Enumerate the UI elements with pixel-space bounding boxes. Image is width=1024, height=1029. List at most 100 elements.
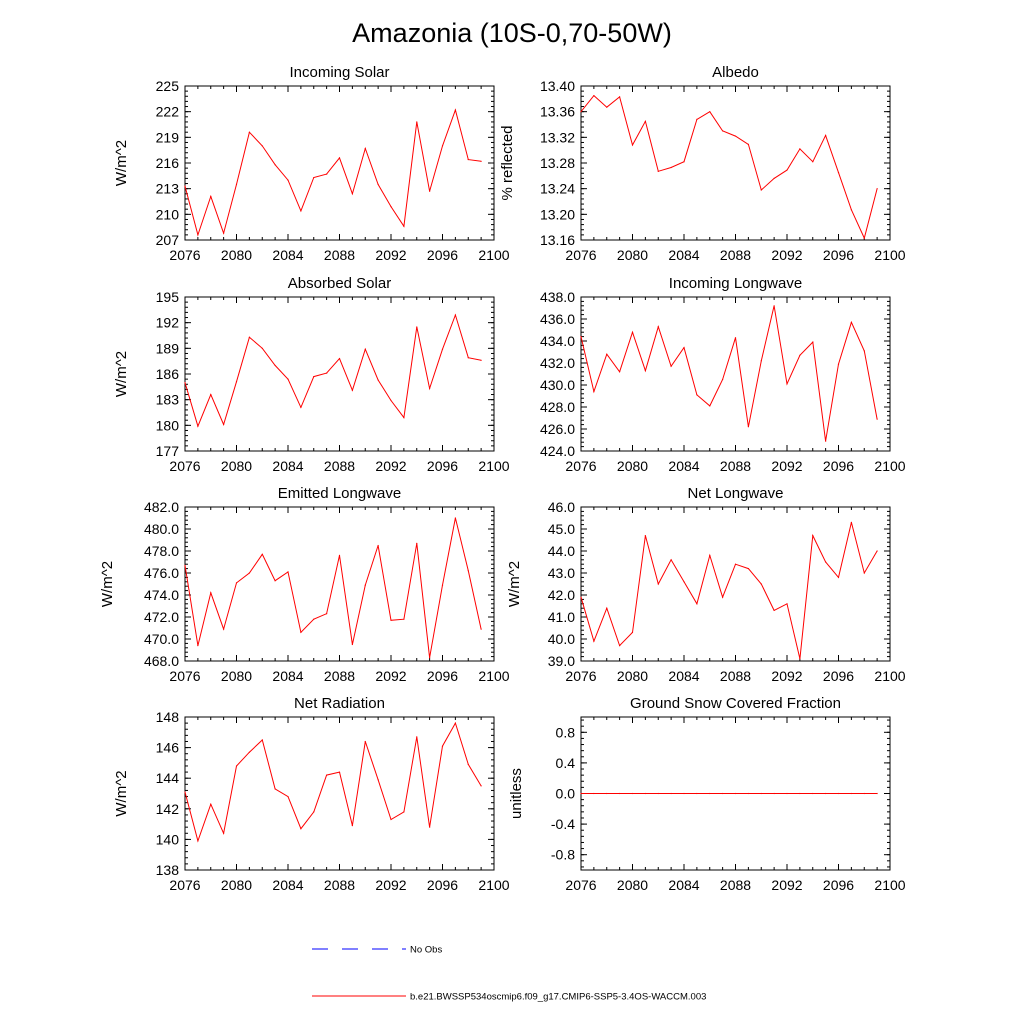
panel-incoming-solar: Incoming Solar 2076 2080 2084 2088 2092 2096 21… bbox=[113, 64, 510, 263]
data-point bbox=[377, 379, 379, 381]
x-tick-label: 2092 bbox=[375, 877, 406, 893]
data-point bbox=[644, 120, 646, 122]
data-point bbox=[416, 736, 418, 738]
data-point bbox=[747, 792, 749, 795]
panel-title: Net Radiation bbox=[294, 695, 385, 712]
data-point bbox=[850, 209, 852, 211]
data-point bbox=[644, 370, 646, 372]
data-point bbox=[454, 109, 456, 111]
series-line bbox=[580, 522, 878, 659]
x-tick-label: 2096 bbox=[427, 877, 458, 893]
series-line bbox=[184, 108, 482, 237]
data-point bbox=[696, 394, 698, 396]
x-tick-label: 2080 bbox=[221, 877, 252, 893]
data-point bbox=[429, 387, 431, 390]
y-tick-label: 13.24 bbox=[540, 181, 575, 197]
x-tick-label: 2092 bbox=[375, 458, 406, 474]
data-point bbox=[683, 347, 685, 349]
y-tick-label: 192 bbox=[156, 315, 180, 331]
data-point bbox=[799, 354, 801, 356]
data-point bbox=[580, 792, 582, 795]
y-tick-label: 180 bbox=[156, 417, 180, 433]
x-tick-label: 2096 bbox=[823, 458, 854, 474]
data-point bbox=[467, 570, 469, 572]
x-tick-label: 2092 bbox=[375, 247, 406, 263]
data-point bbox=[197, 645, 199, 647]
y-axis-label: % reflected bbox=[499, 125, 516, 200]
data-point bbox=[876, 188, 878, 190]
x-tick-label: 2084 bbox=[668, 877, 699, 893]
data-point bbox=[403, 417, 405, 419]
x-tick-label: 2076 bbox=[565, 877, 596, 893]
y-tick-label: 46.0 bbox=[548, 499, 575, 515]
data-point bbox=[863, 792, 865, 795]
x-tick-label: 2100 bbox=[478, 877, 509, 893]
data-point bbox=[210, 195, 212, 197]
data-point bbox=[812, 535, 814, 537]
y-tick-label: 426.0 bbox=[540, 421, 575, 437]
data-point bbox=[773, 792, 775, 795]
y-axis-label: W/m^2 bbox=[113, 351, 130, 397]
panel-title: Ground Snow Covered Fraction bbox=[630, 695, 841, 712]
x-tick-label: 2100 bbox=[874, 458, 905, 474]
y-tick-label: 474.0 bbox=[144, 587, 179, 603]
data-point bbox=[480, 628, 482, 630]
data-point bbox=[683, 792, 685, 795]
data-point bbox=[287, 571, 289, 573]
data-point bbox=[274, 164, 276, 166]
series-line bbox=[580, 94, 878, 240]
data-point bbox=[261, 739, 263, 741]
data-point bbox=[593, 391, 595, 393]
data-point bbox=[351, 193, 353, 195]
data-point bbox=[786, 169, 788, 171]
data-point bbox=[580, 596, 582, 598]
data-point bbox=[235, 183, 238, 185]
y-axis-label: W/m^2 bbox=[113, 140, 130, 186]
data-point bbox=[657, 792, 659, 795]
data-point bbox=[429, 657, 431, 659]
y-tick-label: 186 bbox=[156, 366, 180, 382]
x-tick-label: 2076 bbox=[169, 877, 200, 893]
y-tick-label: 189 bbox=[156, 340, 180, 356]
y-tick-label: 482.0 bbox=[144, 499, 179, 515]
panel-albedo: Albedo 2076 2080 2084 2088 2092 2096 2100 13.16 1… bbox=[499, 64, 906, 263]
x-tick-label: 2076 bbox=[565, 458, 596, 474]
x-tick-label: 2076 bbox=[169, 668, 200, 684]
plot-frame bbox=[184, 85, 495, 241]
data-point bbox=[709, 111, 711, 113]
series-line bbox=[580, 305, 878, 442]
data-point bbox=[580, 336, 582, 338]
data-point bbox=[210, 592, 212, 594]
data-point bbox=[786, 383, 788, 385]
data-point bbox=[248, 336, 250, 338]
x-tick-label: 2088 bbox=[720, 458, 751, 474]
y-tick-label: 13.36 bbox=[540, 104, 575, 120]
data-point bbox=[760, 792, 762, 795]
data-point bbox=[300, 631, 302, 634]
y-tick-label: 13.20 bbox=[540, 206, 575, 222]
data-point bbox=[377, 183, 379, 185]
data-point bbox=[786, 792, 788, 795]
data-point bbox=[429, 826, 431, 828]
x-tick-label: 2084 bbox=[668, 668, 699, 684]
y-tick-label: 222 bbox=[156, 104, 180, 120]
data-point bbox=[747, 568, 749, 570]
panel-emitted-longwave: Emitted Longwave 2076 2080 2084 2088 2092 2096… bbox=[99, 485, 510, 684]
data-point bbox=[876, 550, 878, 552]
x-tick-label: 2088 bbox=[720, 247, 751, 263]
panel-absorbed-solar: Absorbed Solar 2076 2080 2084 2088 2092 2096 21… bbox=[113, 275, 510, 474]
data-point bbox=[760, 360, 762, 362]
x-tick-label: 2084 bbox=[272, 668, 303, 684]
x-tick-label: 2076 bbox=[565, 668, 596, 684]
data-point bbox=[326, 613, 328, 615]
data-point bbox=[670, 166, 672, 169]
data-point bbox=[287, 378, 289, 380]
panel-incoming-longwave: Incoming Longwave 2076 2080 2084 2088 2092 209… bbox=[540, 275, 906, 474]
panel-title: Albedo bbox=[712, 64, 759, 81]
x-tick-label: 2088 bbox=[324, 877, 355, 893]
data-point bbox=[351, 643, 353, 646]
data-point bbox=[287, 179, 289, 181]
data-point bbox=[454, 722, 456, 724]
y-axis-label: W/m^2 bbox=[506, 561, 523, 607]
data-point bbox=[223, 628, 225, 630]
